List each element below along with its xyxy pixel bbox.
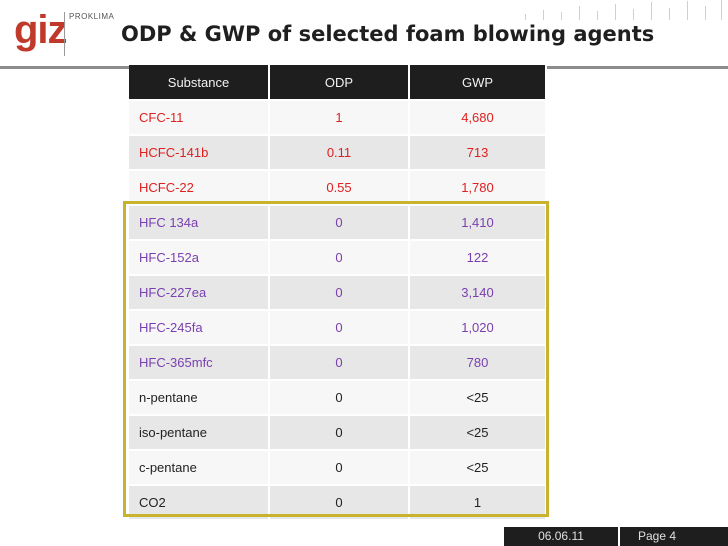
table-row: HFC-245fa 0 1,020 (129, 310, 547, 346)
page-title: ODP & GWP of selected foam blowing agent… (121, 22, 655, 46)
table-row: HCFC-22 0.55 1,780 (129, 170, 547, 206)
odp-cell: 0 (269, 240, 410, 276)
table-row: HCFC-141b 0.11 713 (129, 135, 547, 171)
gwp-cell: 780 (409, 345, 547, 381)
odp-cell: 0 (269, 450, 410, 486)
substance-cell: HFC-365mfc (129, 345, 270, 381)
substance-cell: HCFC-141b (129, 135, 270, 171)
substance-cell: HFC-227ea (129, 275, 270, 311)
odp-cell: 0 (269, 310, 410, 346)
gwp-cell: 122 (409, 240, 547, 276)
table-row: HFC-152a 0 122 (129, 240, 547, 276)
odp-cell: 0.11 (269, 135, 410, 171)
gwp-cell: 4,680 (409, 100, 547, 136)
substance-cell: HFC-245fa (129, 310, 270, 346)
substance-cell: CO2 (129, 485, 270, 521)
gwp-cell: 1 (409, 485, 547, 521)
decorative-lines (505, 0, 728, 22)
table-row: CFC-11 1 4,680 (129, 100, 547, 136)
table-row: HFC 134a 0 1,410 (129, 205, 547, 241)
odp-cell: 0 (269, 380, 410, 416)
gwp-cell: 713 (409, 135, 547, 171)
substance-cell: c-pentane (129, 450, 270, 486)
odp-cell: 0.55 (269, 170, 410, 206)
brand-label: PROKLIMA (69, 12, 115, 21)
substance-cell: iso-pentane (129, 415, 270, 451)
substance-cell: n-pentane (129, 380, 270, 416)
column-header-gwp: GWP (409, 65, 547, 101)
table-row: n-pentane 0 <25 (129, 380, 547, 416)
logo-divider (64, 12, 65, 56)
table-row: c-pentane 0 <25 (129, 450, 547, 486)
substance-cell: HFC-152a (129, 240, 270, 276)
odp-cell: 0 (269, 345, 410, 381)
gwp-cell: 1,780 (409, 170, 547, 206)
odp-cell: 0 (269, 205, 410, 241)
table-row: iso-pentane 0 <25 (129, 415, 547, 451)
gwp-cell: 1,410 (409, 205, 547, 241)
table-row: CO2 0 1 (129, 485, 547, 521)
footer-page-number: Page 4 (620, 527, 728, 546)
substance-cell: CFC-11 (129, 100, 270, 136)
giz-logo: giz (14, 8, 68, 52)
gwp-cell: 1,020 (409, 310, 547, 346)
odp-cell: 1 (269, 100, 410, 136)
table-row: HFC-365mfc 0 780 (129, 345, 547, 381)
slide-header: giz PROKLIMA ODP & GWP of selected foam … (0, 0, 728, 69)
table-row: HFC-227ea 0 3,140 (129, 275, 547, 311)
odp-cell: 0 (269, 415, 410, 451)
footer-date: 06.06.11 (504, 527, 618, 546)
odp-cell: 0 (269, 275, 410, 311)
substance-cell: HCFC-22 (129, 170, 270, 206)
column-header-odp: ODP (269, 65, 410, 101)
gwp-cell: <25 (409, 415, 547, 451)
odp-cell: 0 (269, 485, 410, 521)
gwp-cell: <25 (409, 380, 547, 416)
blowing-agents-table: Substance ODP GWP CFC-11 1 4,680 HCFC-14… (129, 65, 547, 521)
substance-cell: HFC 134a (129, 205, 270, 241)
gwp-cell: <25 (409, 450, 547, 486)
column-header-substance: Substance (129, 65, 270, 101)
gwp-cell: 3,140 (409, 275, 547, 311)
table-header-row: Substance ODP GWP (129, 65, 547, 101)
